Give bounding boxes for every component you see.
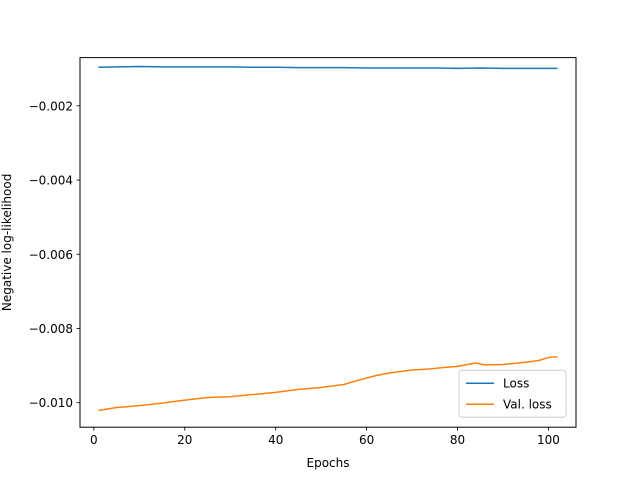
x-tick-label: 0 [90, 433, 98, 447]
x-axis-label: Epochs [307, 456, 350, 470]
x-tick-label: 60 [359, 433, 374, 447]
y-tick-label: −0.002 [29, 99, 73, 113]
legend-label: Loss [503, 377, 529, 391]
y-axis-label: Negative log-likelihood [0, 174, 14, 311]
axes-frame [79, 57, 577, 428]
x-axis-ticks: 0 20 40 60 80 100 [90, 427, 560, 447]
series-line-0 [98, 65, 558, 70]
x-tick-label: 20 [177, 433, 192, 447]
legend-box [458, 369, 567, 418]
y-tick-label: −0.004 [29, 174, 73, 188]
x-tick-label: 80 [450, 433, 465, 447]
y-tick-label: −0.010 [29, 396, 73, 410]
series-line-1 [98, 355, 558, 412]
legend-label: Val. loss [503, 398, 552, 412]
y-tick-label: −0.008 [29, 322, 73, 336]
y-axis-ticks: −0.010 −0.008 −0.006 −0.004 −0.002 [29, 99, 80, 410]
x-tick-label: 100 [537, 433, 560, 447]
y-tick-label: −0.006 [29, 248, 73, 262]
x-tick-label: 40 [268, 433, 283, 447]
legend: Loss Val. loss [458, 369, 567, 418]
plot-series [98, 65, 558, 412]
